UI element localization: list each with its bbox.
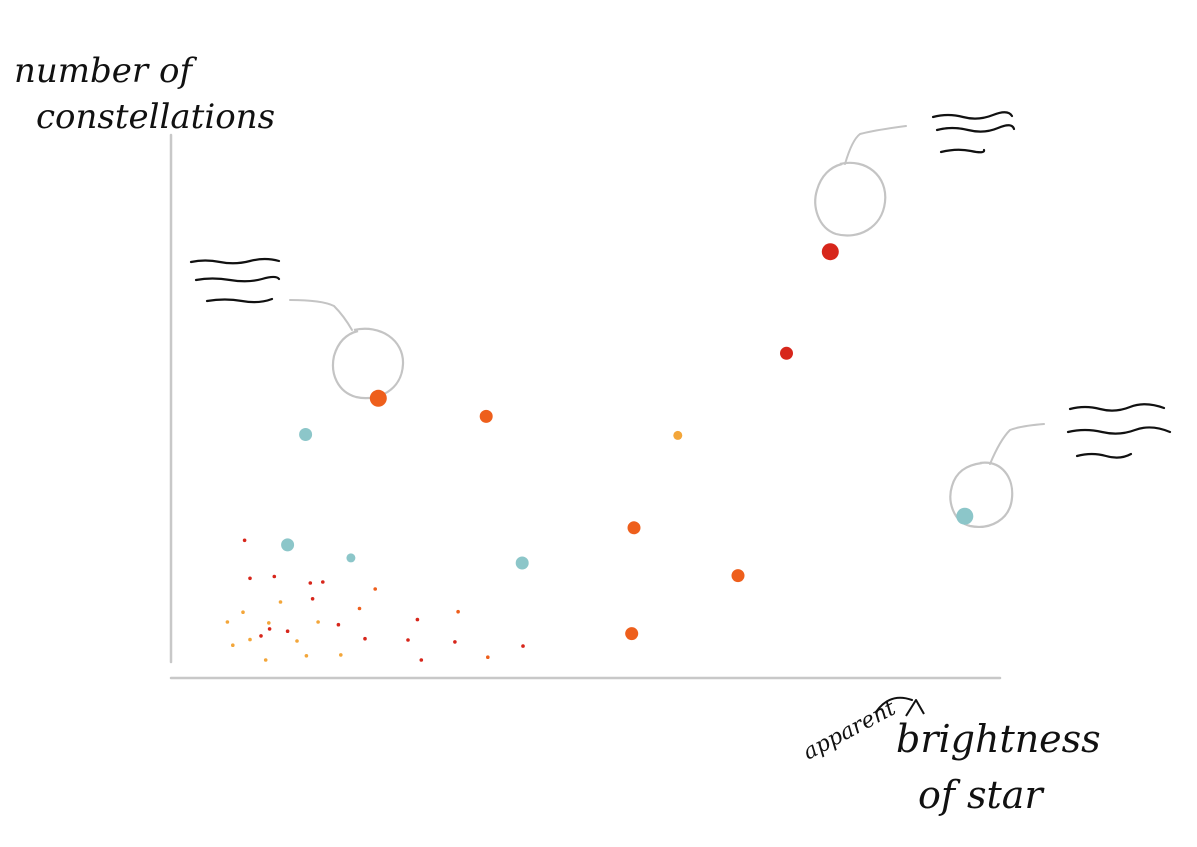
- data-point: [248, 637, 252, 642]
- data-point: [336, 622, 341, 627]
- data-point: [272, 574, 277, 579]
- data-point: [625, 627, 639, 641]
- data-point: [357, 606, 362, 611]
- data-point: [415, 617, 420, 622]
- annotation-scribble-left: [189, 257, 281, 304]
- data-point: [304, 654, 309, 658]
- data-point: [267, 627, 272, 631]
- data-point: [731, 569, 745, 583]
- data-point: [321, 580, 325, 584]
- data-point: [346, 553, 356, 563]
- data-point: [521, 644, 525, 648]
- data-point: [310, 597, 315, 601]
- data-point: [278, 600, 283, 604]
- data-point: [299, 428, 313, 441]
- data-point: [225, 620, 230, 624]
- data-point: [248, 576, 252, 581]
- data-point: [316, 620, 320, 624]
- data-point: [285, 629, 290, 633]
- data-point: [263, 658, 268, 662]
- data-point: [373, 587, 378, 591]
- data-point: [281, 538, 295, 552]
- highlighted-point: [369, 389, 387, 407]
- data-point: [339, 653, 343, 657]
- data-point: [419, 658, 424, 662]
- data-point: [241, 610, 245, 614]
- data-point: [515, 556, 529, 570]
- data-point: [363, 636, 367, 641]
- data-point: [627, 521, 641, 535]
- y-axis-label-line-2: constellations: [36, 97, 275, 137]
- annotation-arrow: [875, 696, 913, 713]
- data-point: [308, 581, 313, 585]
- data-point: [780, 346, 793, 360]
- caret-icon: [905, 699, 925, 717]
- x-axis-label-line-1: brightness: [896, 717, 1101, 761]
- x-axis-label-annotation: apparent: [799, 696, 900, 766]
- annotation-scribble-right: [1066, 403, 1172, 459]
- data-point: [242, 538, 247, 543]
- highlighted-point: [821, 243, 839, 261]
- data-point: [453, 640, 457, 644]
- x-axis-label-line-2: of star: [918, 773, 1045, 817]
- data-point: [267, 621, 271, 625]
- data-point: [295, 639, 299, 643]
- data-point: [673, 430, 683, 440]
- callout-circles: [331, 161, 1014, 528]
- y-axis-label-line-1: number of: [14, 51, 197, 91]
- data-point: [456, 609, 460, 614]
- data-point: [231, 643, 235, 647]
- data-point: [486, 655, 490, 659]
- data-point: [259, 634, 263, 638]
- data-point: [406, 638, 410, 642]
- highlighted-point: [956, 507, 974, 525]
- callout-lines: [289, 125, 1045, 465]
- annotation-scribble-top-right: [931, 111, 1016, 154]
- data-points: [225, 243, 974, 662]
- data-point: [479, 409, 493, 423]
